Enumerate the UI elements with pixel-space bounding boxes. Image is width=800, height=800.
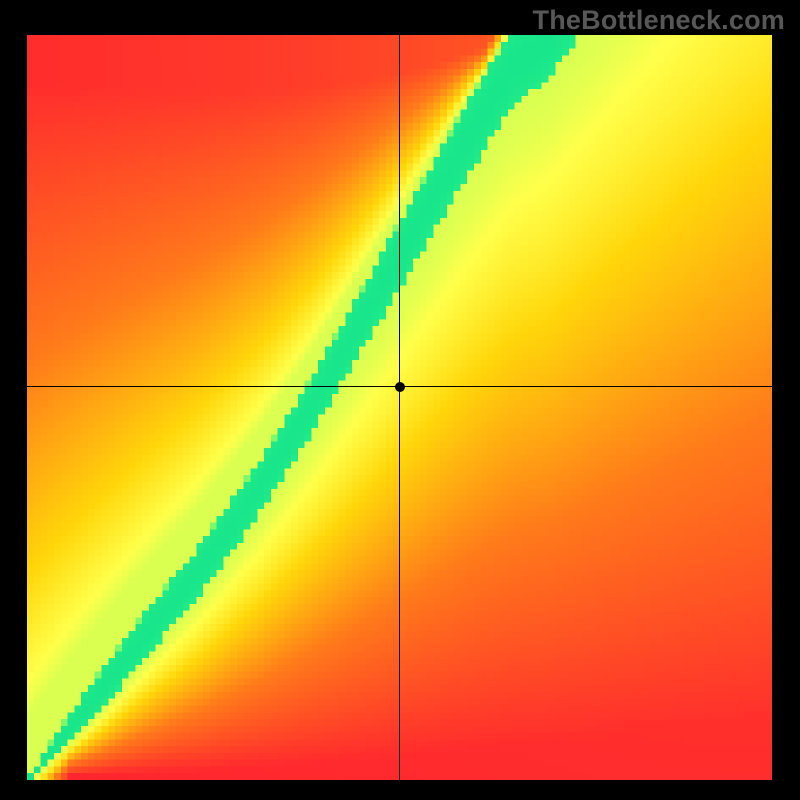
watermark-text: TheBottleneck.com	[533, 5, 785, 36]
crosshair-vertical	[399, 35, 401, 780]
crosshair-marker	[395, 382, 405, 392]
heatmap-plot	[27, 35, 772, 780]
